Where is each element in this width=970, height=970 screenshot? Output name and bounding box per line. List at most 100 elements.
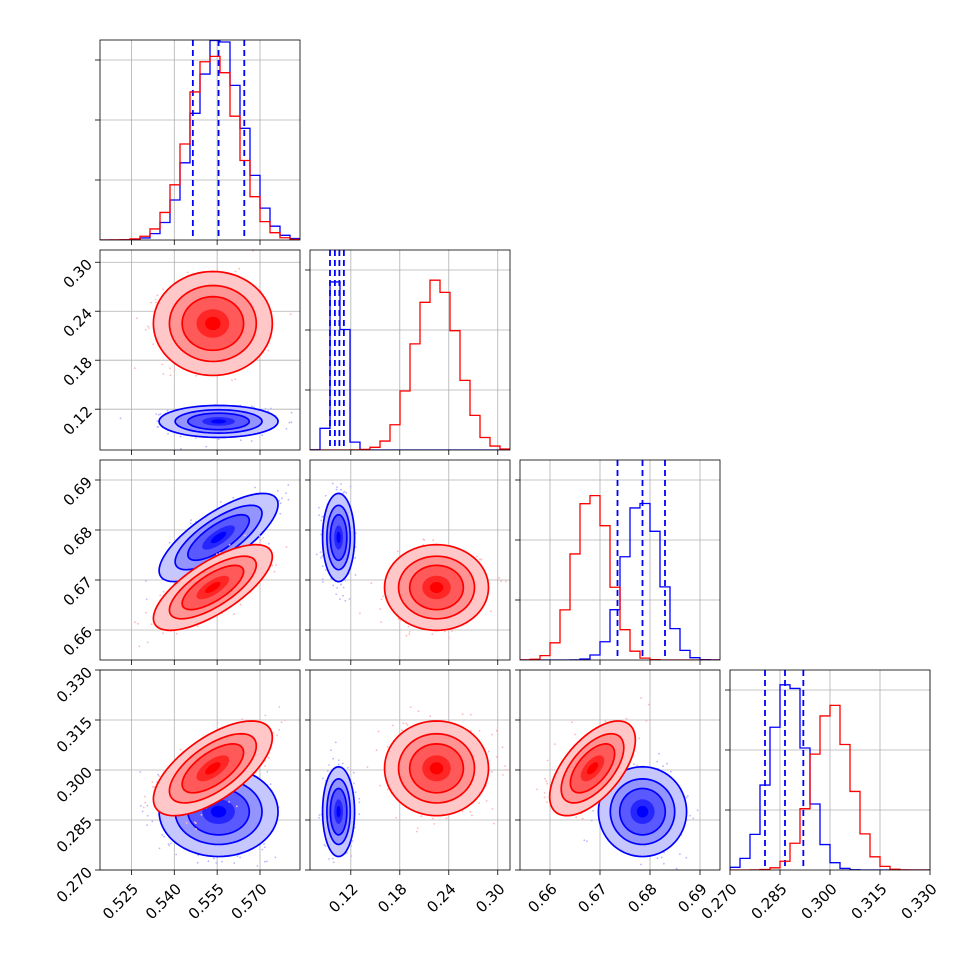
scatter-point bbox=[163, 835, 166, 838]
scatter-point bbox=[408, 633, 411, 635]
scatter-point bbox=[157, 413, 160, 416]
scatter-point bbox=[340, 483, 342, 485]
scatter-point bbox=[146, 824, 149, 826]
panel-frame-0-0 bbox=[99, 39, 301, 241]
scatter-point bbox=[175, 632, 178, 635]
scatter-point bbox=[479, 558, 481, 560]
scatter-point bbox=[331, 482, 334, 485]
density-level-1 bbox=[205, 581, 221, 594]
contour-line-0 bbox=[329, 513, 348, 562]
scatter-point bbox=[231, 379, 233, 381]
scatter-point bbox=[173, 369, 176, 372]
panel-content-2-0 bbox=[134, 484, 300, 648]
panel-frame-2-2 bbox=[519, 459, 721, 661]
scatter-point bbox=[380, 598, 383, 601]
scatter-point bbox=[289, 313, 292, 316]
panel-content-1-0 bbox=[119, 250, 293, 450]
scatter-point bbox=[147, 325, 149, 328]
contour-line-1 bbox=[383, 543, 490, 632]
scatter-point bbox=[264, 407, 267, 410]
scatter-point bbox=[345, 492, 348, 494]
scatter-point bbox=[407, 625, 410, 628]
panel-content-0-0 bbox=[100, 40, 300, 240]
panel-frame-2-1 bbox=[309, 459, 511, 661]
scatter-point bbox=[156, 294, 159, 297]
scatter-point bbox=[261, 848, 264, 851]
scatter-point bbox=[336, 587, 338, 589]
scatter-point bbox=[500, 580, 503, 583]
scatter-point bbox=[269, 783, 272, 786]
contour-line-0 bbox=[158, 404, 279, 439]
scatter-point bbox=[245, 542, 247, 545]
scatter-point bbox=[146, 804, 149, 807]
contour-line-0 bbox=[186, 513, 251, 562]
scatter-point bbox=[276, 490, 279, 492]
scatter-point bbox=[354, 556, 356, 559]
scatter-point bbox=[239, 856, 242, 859]
contour-line-0 bbox=[186, 412, 251, 431]
panel-frame-2-0 bbox=[99, 459, 301, 661]
contour-line-0 bbox=[326, 504, 352, 571]
scatter-point bbox=[273, 570, 276, 573]
panel-content-2-1 bbox=[315, 482, 507, 639]
scatter-point bbox=[144, 580, 147, 582]
contour-line-1 bbox=[181, 564, 245, 611]
scatter-point bbox=[145, 598, 148, 601]
scatter-point bbox=[340, 583, 343, 586]
scatter-point bbox=[221, 860, 223, 863]
scatter-point bbox=[207, 860, 210, 863]
scatter-point bbox=[344, 579, 347, 582]
scatter-point bbox=[159, 594, 162, 597]
scatter-point bbox=[162, 632, 164, 635]
scatter-point bbox=[233, 613, 236, 616]
scatter-point bbox=[159, 413, 162, 415]
scatter-point bbox=[162, 373, 165, 375]
panel-grid-0-0 bbox=[95, 40, 300, 245]
scatter-point bbox=[264, 860, 266, 863]
scatter-point bbox=[498, 576, 501, 579]
scatter-point bbox=[134, 621, 136, 624]
scatter-point bbox=[166, 409, 169, 412]
scatter-point bbox=[480, 558, 483, 561]
scatter-point bbox=[155, 301, 157, 304]
scatter-point bbox=[342, 492, 345, 494]
scatter-point bbox=[244, 534, 246, 537]
scatter-point bbox=[315, 553, 318, 556]
scatter-point bbox=[320, 557, 322, 559]
scatter-point bbox=[189, 522, 192, 525]
scatter-point bbox=[167, 432, 169, 435]
contour-line-1 bbox=[181, 295, 245, 352]
scatter-point bbox=[238, 267, 241, 270]
scatter-point bbox=[271, 564, 274, 567]
scatter-point bbox=[281, 497, 283, 500]
scatter-point bbox=[196, 625, 199, 628]
scatter-point bbox=[219, 501, 222, 503]
scatter-point bbox=[168, 541, 171, 544]
scatter-point bbox=[216, 269, 219, 271]
scatter-point bbox=[476, 555, 478, 558]
panel-grid-2-2 bbox=[515, 460, 720, 665]
scatter-point bbox=[150, 301, 152, 304]
scatter-point bbox=[290, 421, 293, 424]
scatter-point bbox=[443, 630, 446, 633]
histogram-1-0 bbox=[100, 55, 300, 240]
scatter-point bbox=[344, 599, 347, 602]
scatter-point bbox=[320, 533, 323, 536]
scatter-point bbox=[489, 610, 492, 612]
contour-line-0 bbox=[174, 504, 263, 571]
scatter-point bbox=[359, 612, 361, 615]
scatter-point bbox=[156, 420, 159, 423]
scatter-point bbox=[234, 270, 237, 273]
scatter-point bbox=[336, 486, 338, 488]
density-level-0 bbox=[210, 419, 227, 424]
scatter-point bbox=[133, 367, 136, 370]
scatter-point bbox=[380, 621, 383, 623]
scatter-point bbox=[448, 636, 450, 639]
scatter-point bbox=[405, 634, 408, 637]
scatter-point bbox=[148, 327, 150, 329]
scatter-point bbox=[290, 411, 293, 414]
scatter-point bbox=[174, 577, 176, 580]
scatter-point bbox=[170, 842, 172, 845]
scatter-point bbox=[205, 445, 208, 448]
contour-line-1 bbox=[168, 555, 258, 620]
